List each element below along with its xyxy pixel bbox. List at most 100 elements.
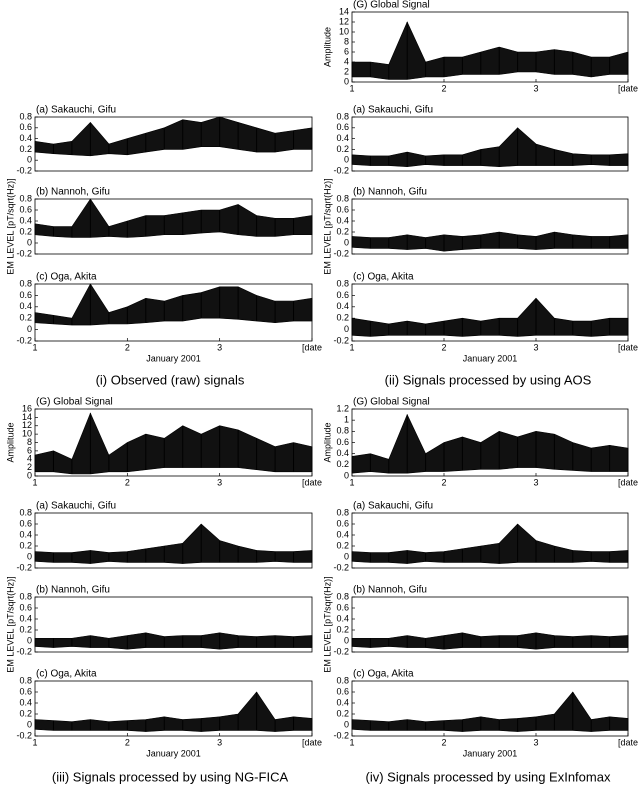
x-tick-label: 3	[217, 342, 222, 352]
y-tick-label: 16	[22, 403, 32, 413]
panel-title: (c) Oga, Akita	[36, 272, 97, 283]
y-tick-label: 12	[22, 420, 32, 430]
x-tick-label: 1	[32, 477, 37, 487]
y-tick-label: 0	[27, 470, 32, 480]
y-tick-label: 0.8	[336, 675, 349, 685]
y-tick-label: 10	[22, 429, 32, 439]
y-axis-label: EM LEVEL [pT/sqrt(Hz)]	[5, 178, 15, 274]
y-tick-label: -0.2	[333, 730, 349, 740]
y-tick-label: 0	[344, 155, 349, 165]
panel-title: (a) Sakauchi, Gifu	[353, 501, 433, 512]
y-tick-label: 0.6	[336, 290, 349, 300]
y-tick-label: 0	[344, 76, 349, 86]
signal-band	[34, 691, 313, 732]
x-axis-label: January 2001	[463, 353, 518, 363]
y-tick-label: 0.2	[19, 226, 32, 236]
y-tick-label: 0.4	[19, 133, 32, 143]
signal-band	[351, 413, 629, 474]
y-tick-label: 0	[344, 719, 349, 729]
y-tick-label: 0.6	[19, 518, 32, 528]
plot-frame	[34, 512, 313, 569]
y-axis-label: EM LEVEL [pT/sqrt(Hz)]	[5, 576, 15, 672]
signal-band	[34, 198, 313, 238]
y-tick-label: 0.4	[19, 613, 32, 623]
y-tick-label: 0.8	[336, 193, 349, 203]
x-tick-label: 1	[349, 342, 354, 352]
y-tick-label: 0	[344, 470, 349, 480]
y-tick-label: 0.2	[336, 624, 349, 634]
y-tick-label: 0.8	[19, 193, 32, 203]
y-tick-label: 2	[27, 462, 32, 472]
y-tick-label: -0.2	[16, 335, 32, 345]
signal-band	[351, 297, 629, 337]
y-tick-label: 0.8	[336, 111, 349, 121]
y-tick-label: 10	[339, 26, 349, 36]
signal-band	[351, 523, 629, 564]
x-tick-label: 2	[125, 342, 130, 352]
y-axis-label: EM LEVEL [pT/sqrt(Hz)]	[322, 178, 332, 274]
y-tick-label: 1.2	[336, 403, 349, 413]
plot-frame	[351, 198, 629, 255]
panel-title: (c) Oga, Akita	[353, 272, 414, 283]
y-tick-label: 0	[344, 635, 349, 645]
signal-band	[34, 632, 313, 650]
y-tick-label: 0.6	[19, 122, 32, 132]
x-tick-label: 2	[441, 737, 446, 747]
y-tick-label: 0	[344, 237, 349, 247]
plot-frame	[351, 512, 629, 569]
y-tick-label: 4	[344, 56, 349, 66]
y-tick-label: 0.8	[336, 278, 349, 288]
x-tick-label: 2	[441, 477, 446, 487]
y-tick-label: 2	[344, 66, 349, 76]
signal-band	[351, 21, 629, 80]
x-tick-label: 1	[32, 342, 37, 352]
y-tick-label: 0.8	[336, 426, 349, 436]
panel-title: (a) Sakauchi, Gifu	[36, 501, 116, 512]
plot-frame	[351, 11, 629, 83]
x-tick-label: 3	[533, 737, 538, 747]
y-tick-label: 4	[27, 454, 32, 464]
x-tick-label: 1	[349, 737, 354, 747]
x-axis-label: January 2001	[463, 748, 518, 758]
signal-band	[34, 523, 313, 564]
x-tick-label: 3	[217, 477, 222, 487]
plot-frame	[34, 596, 313, 653]
plot-frame	[351, 283, 629, 342]
panel-title: (b) Nannoh, Gifu	[36, 585, 110, 596]
x-tick-label: 3	[533, 477, 538, 487]
y-tick-label: 0.2	[336, 313, 349, 323]
y-tick-label: 0.2	[19, 313, 32, 323]
signal-band	[34, 283, 313, 326]
y-tick-label: 0.4	[336, 133, 349, 143]
signal-band	[351, 691, 629, 732]
y-tick-label: -0.2	[16, 730, 32, 740]
plot-frame	[351, 596, 629, 653]
y-tick-label: 8	[27, 437, 32, 447]
y-tick-label: -0.2	[16, 562, 32, 572]
y-tick-label: 0.2	[19, 708, 32, 718]
x-tick-label: [date	[618, 477, 638, 487]
y-tick-label: 1	[344, 415, 349, 425]
y-tick-label: 0.4	[336, 529, 349, 539]
y-tick-label: 0.6	[336, 437, 349, 447]
caption: (iii) Signals processed by using NG-FICA	[52, 769, 289, 784]
y-tick-label: 0.4	[336, 301, 349, 311]
y-tick-label: -0.2	[16, 646, 32, 656]
y-tick-label: 0.4	[19, 529, 32, 539]
y-tick-label: -0.2	[333, 165, 349, 175]
x-axis-label: January 2001	[146, 748, 201, 758]
panel-title: (G) Global Signal	[36, 397, 113, 408]
x-tick-label: [date	[618, 83, 638, 93]
y-tick-label: 0.8	[19, 111, 32, 121]
x-tick-label: [date	[302, 737, 322, 747]
y-tick-label: -0.2	[333, 335, 349, 345]
y-tick-label: -0.2	[16, 248, 32, 258]
y-tick-label: 0.4	[19, 301, 32, 311]
y-tick-label: 0.6	[336, 602, 349, 612]
caption: (ii) Signals processed by using AOS	[385, 372, 592, 387]
x-tick-label: 1	[349, 477, 354, 487]
y-tick-label: 0.2	[336, 540, 349, 550]
y-tick-label: 0	[27, 237, 32, 247]
y-tick-label: 0.6	[336, 204, 349, 214]
y-axis-label: Amplitude	[322, 27, 332, 67]
